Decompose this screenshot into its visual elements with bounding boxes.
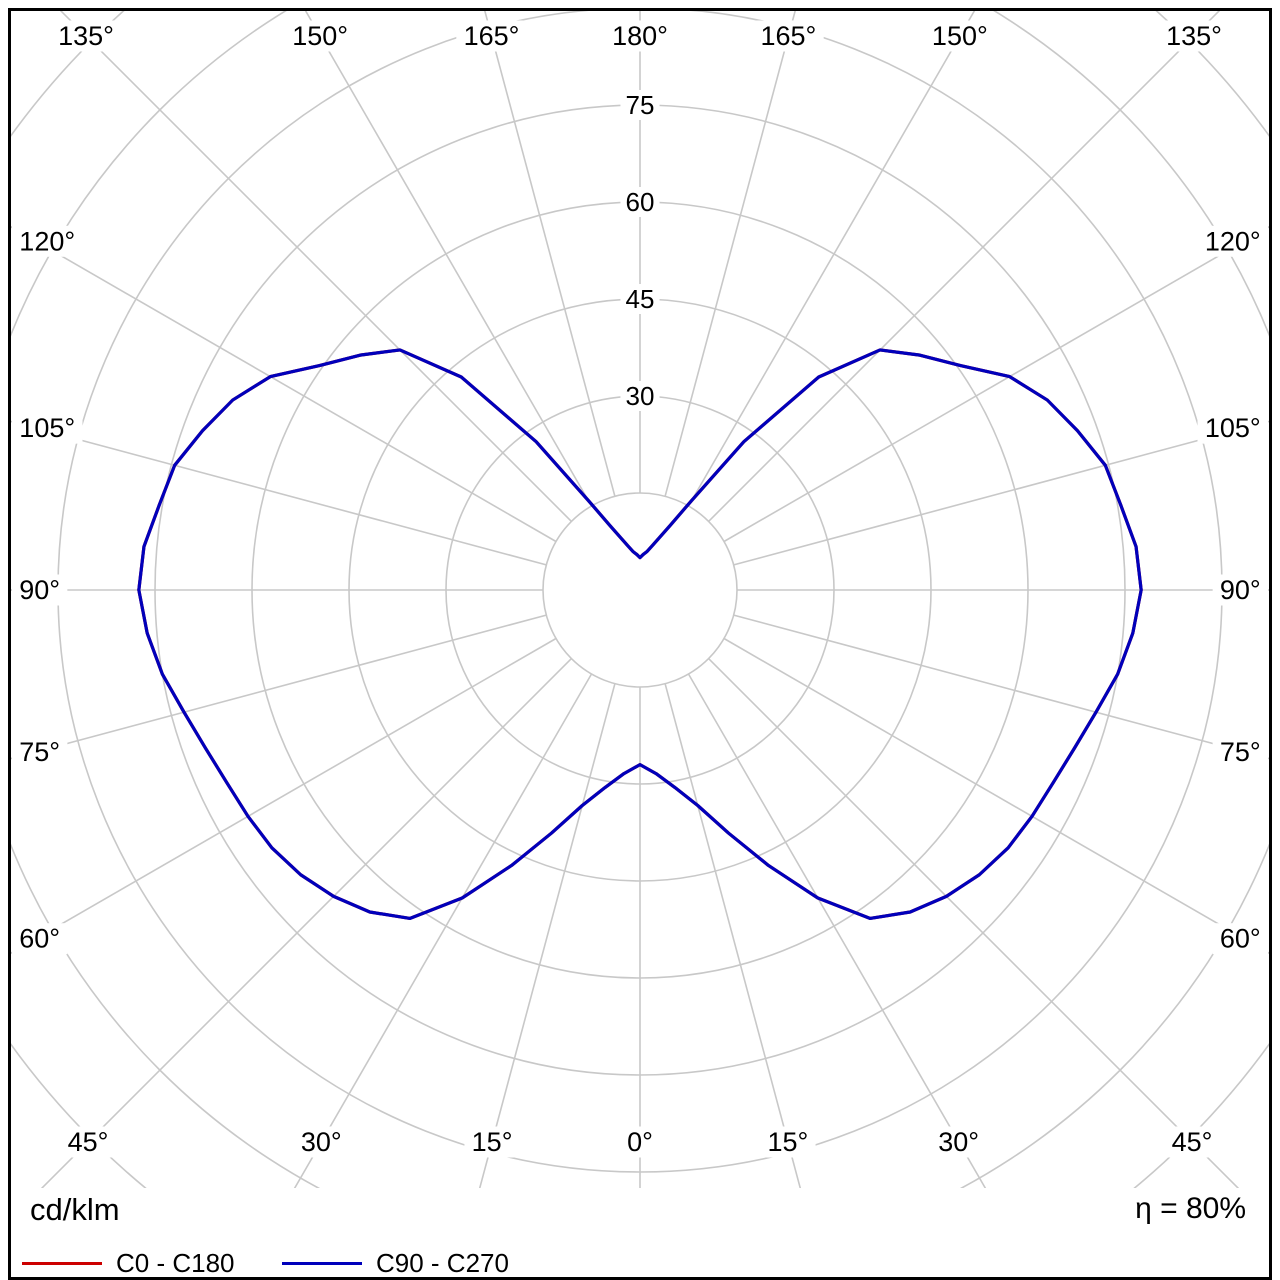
radial-tick-label-bg <box>620 187 660 217</box>
polar-grid-spoke <box>733 420 1270 566</box>
polar-grid-spoke <box>687 673 987 1188</box>
radial-tick-label-bg <box>620 284 660 314</box>
polar-grid-spoke <box>687 10 976 507</box>
angle-label: 150° <box>292 21 348 51</box>
curves <box>137 348 1143 921</box>
angle-label-bg <box>753 20 824 52</box>
angle-label: 30° <box>938 1127 979 1157</box>
chart-labels: 30 45 60 75 0° 15° 15° 30° 30° 45° 45° 60° 60° 75° 75°… <box>12 20 1268 1158</box>
angle-label: 15° <box>472 1127 513 1157</box>
angle-label: 60° <box>19 924 60 954</box>
angle-label-bg <box>284 20 356 52</box>
angle-label-bg <box>293 1126 349 1158</box>
angle-label-bg <box>604 20 676 52</box>
angle-label-bg <box>1212 923 1268 955</box>
angle-label: 120° <box>1205 226 1261 256</box>
radial-tick-label: 60 <box>626 187 655 217</box>
polar-grid-spoke <box>10 420 547 566</box>
polar-grid-spoke <box>478 683 616 1188</box>
polar-grid-spoke <box>10 614 547 760</box>
curve-c90-c270 <box>137 348 1143 921</box>
polar-grid-spoke <box>10 637 557 955</box>
angle-label: 45° <box>68 1127 109 1157</box>
angle-label: 165° <box>761 21 817 51</box>
polar-grid-spoke <box>723 225 1270 543</box>
legend-label-c0-c180: C0 - C180 <box>116 1247 235 1278</box>
legend-line-c90-c270-swatch <box>282 1261 362 1265</box>
angle-label: 90° <box>19 575 60 605</box>
angle-label-bg <box>456 20 527 52</box>
angle-label-bg <box>760 1126 816 1158</box>
polar-grid-spoke <box>723 637 1270 955</box>
angle-label-bg <box>924 20 996 52</box>
radial-tick-label: 45 <box>626 284 655 314</box>
angle-label-bg <box>12 574 68 606</box>
polar-grid-spoke <box>733 614 1270 760</box>
angle-label: 15° <box>767 1127 808 1157</box>
angle-label-bg <box>1212 736 1268 768</box>
radial-tick-label: 30 <box>626 381 655 411</box>
angle-label: 75° <box>1220 737 1261 767</box>
angle-label: 30° <box>301 1127 342 1157</box>
angle-label-bg <box>931 1126 987 1158</box>
angle-label: 90° <box>1220 575 1261 605</box>
legend-line-c0-c180-swatch <box>22 1261 102 1265</box>
legend-item-c90-c270: C90 - C270 <box>282 1248 509 1278</box>
radial-tick-label: 75 <box>626 90 655 120</box>
angle-label-bg <box>1212 574 1268 606</box>
polar-grid-spoke <box>664 10 797 497</box>
angle-label-bg <box>1197 412 1268 444</box>
angle-label: 0° <box>627 1127 653 1157</box>
angle-label: 105° <box>1205 413 1261 443</box>
angle-label: 60° <box>1220 924 1261 954</box>
angle-label-bg <box>12 225 83 257</box>
polar-grid-spoke <box>708 10 1222 522</box>
angle-label-bg <box>12 923 68 955</box>
angle-label: 135° <box>1166 21 1222 51</box>
angle-label-bg <box>50 20 122 52</box>
legend-label-c90-c270: C90 - C270 <box>376 1247 509 1278</box>
unit-label: cd/klm <box>30 1192 120 1227</box>
angle-label-bg <box>12 412 83 444</box>
efficiency-label: η = 80% <box>1135 1192 1246 1225</box>
polar-grid-spoke <box>483 10 616 497</box>
angle-label-bg <box>12 736 68 768</box>
polar-grid-spoke <box>664 683 802 1188</box>
radial-tick-label-bg <box>620 381 660 411</box>
angle-label-bg <box>1158 20 1230 52</box>
legend-item-c0-c180: C0 - C180 <box>22 1248 235 1278</box>
angle-label-bg <box>60 1126 116 1158</box>
angle-label-bg <box>464 1126 520 1158</box>
angle-label: 105° <box>19 413 75 443</box>
angle-label: 150° <box>932 21 988 51</box>
angle-label: 75° <box>19 737 60 767</box>
polar-grid-spoke <box>58 10 572 522</box>
angle-label: 135° <box>58 21 114 51</box>
angle-label-bg <box>1197 225 1268 257</box>
polar-grid-ring <box>542 492 738 688</box>
angle-label-bg <box>1164 1126 1220 1158</box>
angle-label: 180° <box>612 21 668 51</box>
angle-label-bg <box>619 1126 661 1158</box>
angle-label: 45° <box>1172 1127 1213 1157</box>
angle-label: 165° <box>464 21 520 51</box>
angle-label: 120° <box>19 226 75 256</box>
polar-grid-spoke <box>304 10 593 507</box>
polar-grid-spoke <box>10 225 557 543</box>
radial-tick-label-bg <box>620 90 660 120</box>
polar-grid-spoke <box>293 673 593 1188</box>
